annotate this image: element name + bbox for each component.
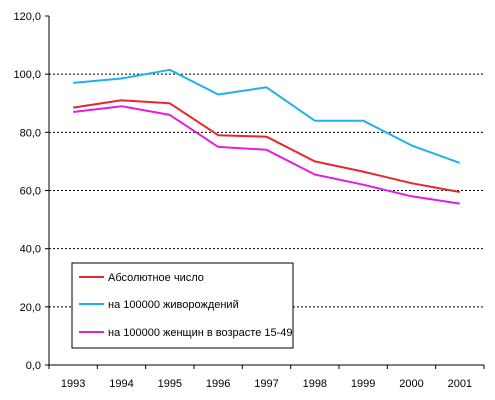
legend: Абсолютное число на 100000 живорождений … xyxy=(71,262,294,349)
series-line-2 xyxy=(73,105,460,205)
series-lines xyxy=(73,68,461,205)
x-tick-label-1996: 1996 xyxy=(206,378,230,390)
y-tick-label-3: 60,0 xyxy=(20,186,41,198)
legend-label-0: Абсолютное число xyxy=(108,272,204,284)
y-tick-label-6: 120,0 xyxy=(13,11,41,23)
y-tick-label-2: 40,0 xyxy=(20,244,41,256)
y-tick-label-4: 80,0 xyxy=(20,127,41,139)
x-tick-label-1995: 1995 xyxy=(158,378,182,390)
legend-label-2: на 100000 женщин в возрасте 15-49 xyxy=(108,327,293,339)
legend-label-1: на 100000 живорождений xyxy=(108,299,239,311)
series-line-1 xyxy=(73,68,461,164)
legend-box xyxy=(71,262,294,349)
y-tick-labels: 0,0 20,0 40,0 60,0 80,0 100,0 120,0 xyxy=(13,11,49,372)
x-tick-label-1993: 1993 xyxy=(61,378,85,390)
y-tick-label-1: 20,0 xyxy=(20,302,41,314)
x-tick-label-1994: 1994 xyxy=(109,378,133,390)
series-line-0 xyxy=(73,99,460,193)
x-tick-label-2001: 2001 xyxy=(448,378,472,390)
x-tick-labels: 1993 1994 1995 1996 1997 1998 1999 2000 2001 xyxy=(48,365,485,390)
x-tick-label-1998: 1998 xyxy=(303,378,327,390)
x-tick-label-1999: 1999 xyxy=(351,378,375,390)
y-tick-label-0: 0,0 xyxy=(26,360,41,372)
x-tick-label-1997: 1997 xyxy=(254,378,278,390)
y-tick-label-5: 100,0 xyxy=(13,69,41,81)
x-tick-label-2000: 2000 xyxy=(399,378,423,390)
